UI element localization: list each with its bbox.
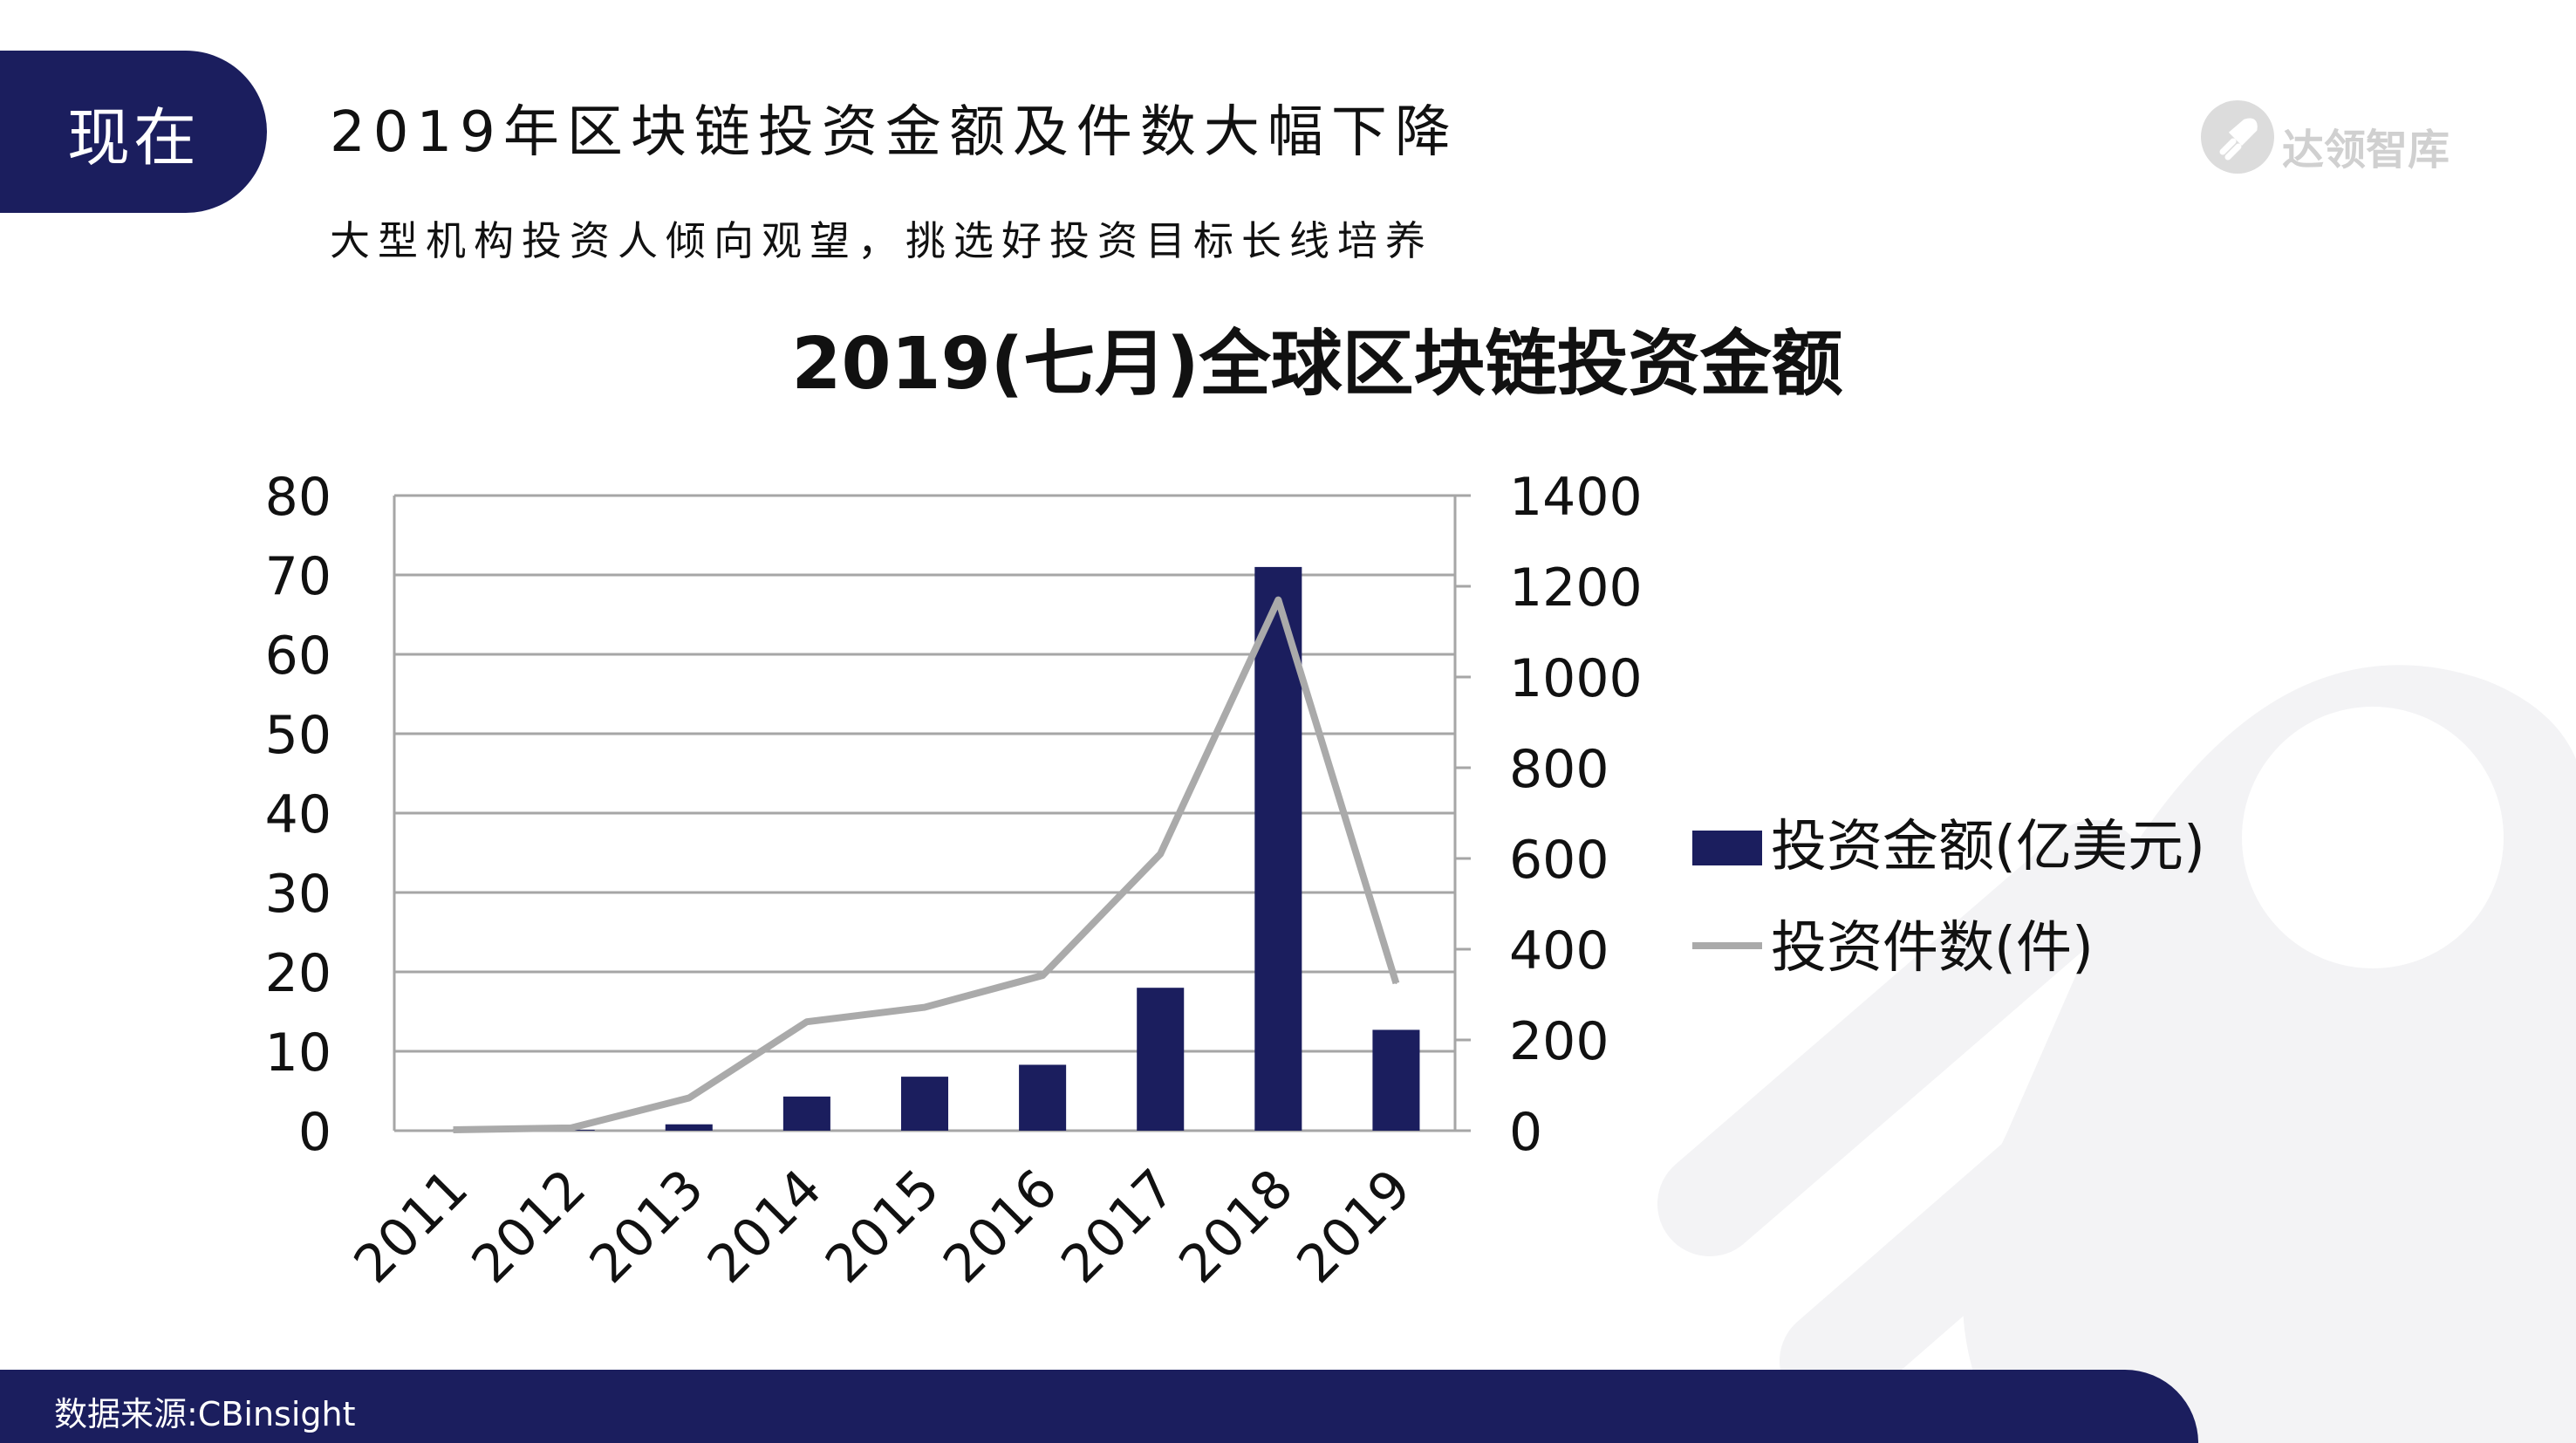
x-tick-label: 2012	[461, 1158, 598, 1295]
page-title: 2019年区块链投资金额及件数大幅下降	[330, 100, 1459, 165]
legend-bar-label: 投资金额(亿美元)	[1771, 815, 2205, 879]
y-left-tick-label: 20	[265, 943, 331, 1004]
count-point-2018	[1277, 598, 1280, 601]
section-tab: 现在	[0, 51, 267, 213]
x-tick-label: 2019	[1286, 1158, 1423, 1295]
legend-line-label: 投资件数(件)	[1771, 916, 2094, 981]
chart-title: 2019(七月)全球区块链投资金额	[791, 323, 1842, 406]
bar-2015	[900, 1077, 949, 1131]
y-right-tick-label: 600	[1509, 830, 1609, 891]
y-left-tick-label: 10	[265, 1022, 331, 1084]
x-tick-label: 2018	[1167, 1158, 1304, 1295]
y-left-tick-label: 60	[265, 626, 331, 687]
bar-2017	[1137, 988, 1185, 1131]
footer-bar: 数据来源:CBinsight	[0, 1370, 2198, 1443]
x-tick-label: 2011	[343, 1158, 480, 1295]
y-left-tick-label: 40	[265, 784, 331, 845]
legend-bar-swatch	[1692, 831, 1762, 865]
y-right-tick-label: 1400	[1509, 467, 1643, 528]
brand-logo-text: 达领智库	[2282, 126, 2450, 174]
brand-logo: 达领智库	[2198, 98, 2486, 181]
bar-2013	[665, 1124, 713, 1131]
y-left-tick-label: 70	[265, 546, 331, 607]
count-point-2019	[1395, 982, 1397, 984]
rocket-icon	[2201, 100, 2274, 174]
count-point-2012	[570, 1126, 572, 1129]
y-right-tick-label: 800	[1509, 739, 1609, 800]
data-source: 数据来源:CBinsight	[54, 1395, 356, 1433]
y-left-tick-label: 0	[298, 1102, 331, 1163]
x-tick-label: 2016	[932, 1158, 1069, 1295]
x-tick-label: 2015	[814, 1158, 951, 1295]
bar-2019	[1372, 1029, 1420, 1131]
count-point-2017	[1159, 852, 1162, 855]
y-right-tick-label: 1200	[1509, 557, 1643, 619]
bar-2014	[782, 1096, 830, 1131]
count-point-2015	[924, 1006, 926, 1009]
count-point-2013	[687, 1097, 690, 1099]
y-right-tick-label: 1000	[1509, 648, 1643, 709]
page-subtitle: 大型机构投资人倾向观望，挑选好投资目标长线培养	[330, 217, 1433, 264]
x-tick-label: 2014	[696, 1158, 833, 1295]
section-tab-label: 现在	[66, 100, 200, 174]
y-right-tick-label: 0	[1509, 1102, 1542, 1163]
x-tick-label: 2013	[578, 1158, 715, 1295]
y-right-tick-label: 200	[1509, 1011, 1609, 1072]
count-point-2016	[1042, 975, 1044, 977]
count-point-2011	[452, 1128, 454, 1131]
y-left-tick-label: 50	[265, 705, 331, 766]
y-left-tick-label: 80	[265, 467, 331, 528]
y-left-tick-label: 30	[265, 864, 331, 925]
x-tick-label: 2017	[1049, 1158, 1186, 1295]
y-right-tick-label: 400	[1509, 920, 1609, 981]
count-point-2014	[805, 1021, 808, 1023]
bar-2016	[1019, 1064, 1067, 1131]
